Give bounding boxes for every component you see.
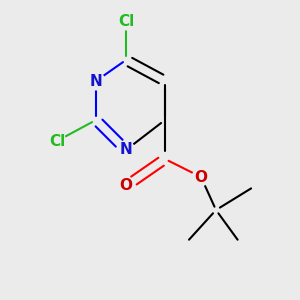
Text: N: N: [90, 74, 102, 88]
Text: O: O: [194, 169, 208, 184]
Circle shape: [192, 168, 210, 186]
Circle shape: [48, 132, 66, 150]
Text: Cl: Cl: [49, 134, 65, 148]
Text: O: O: [119, 178, 133, 194]
Circle shape: [87, 72, 105, 90]
Circle shape: [117, 141, 135, 159]
Text: N: N: [120, 142, 132, 158]
Text: Cl: Cl: [118, 14, 134, 28]
Circle shape: [117, 12, 135, 30]
Circle shape: [117, 177, 135, 195]
